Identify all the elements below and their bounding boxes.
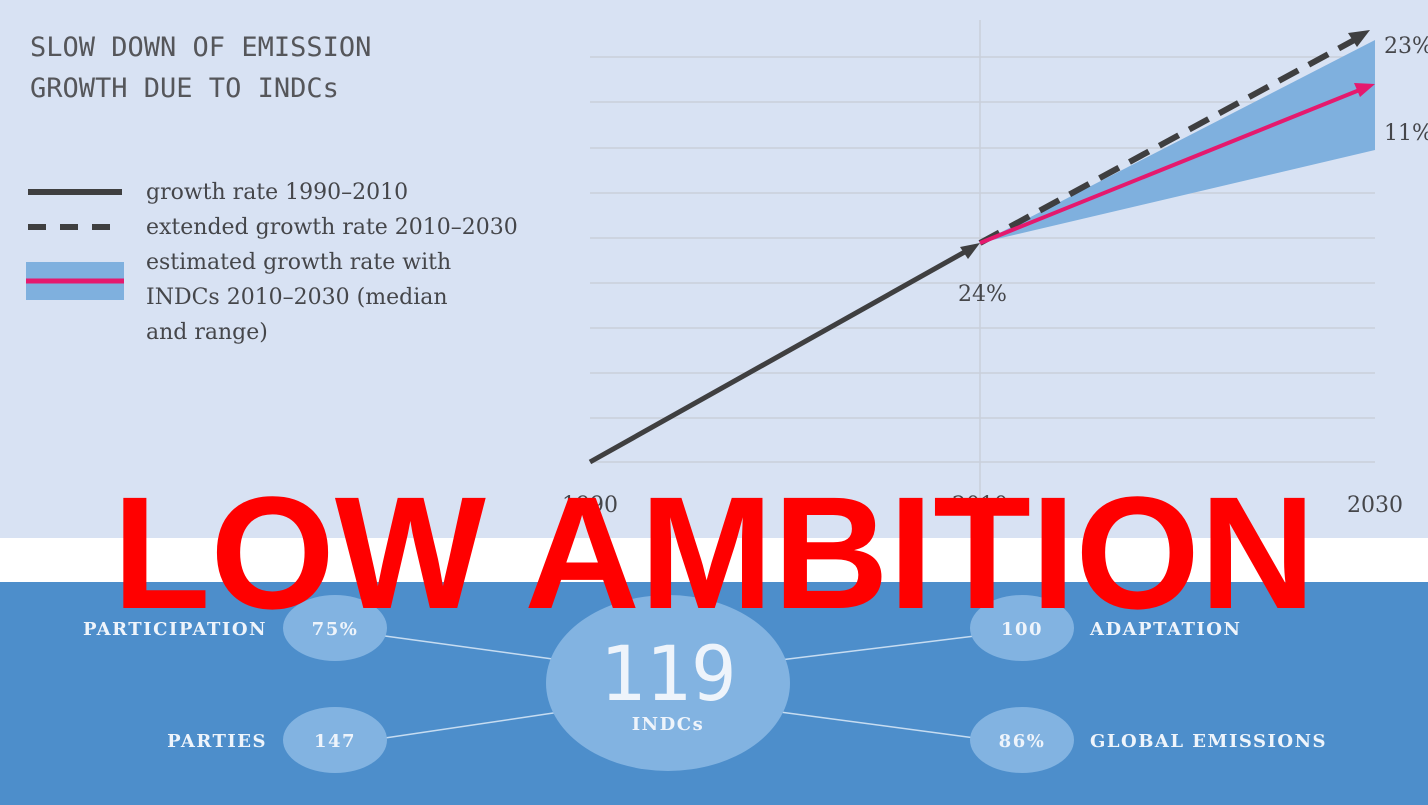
stat-value: 147 xyxy=(314,731,356,752)
legend-label: growth rate 1990–2010 xyxy=(146,180,408,205)
x-label: 2030 xyxy=(1347,493,1403,518)
title: SLOW DOWN OF EMISSION GROWTH DUE TO INDC… xyxy=(30,32,371,104)
annotation: 11% xyxy=(1384,121,1428,146)
arrow-head xyxy=(960,243,980,259)
stat-value: 100 xyxy=(1001,619,1043,640)
stats: PARTICIPATION 75% PARTIES 147 100 ADAPTA… xyxy=(83,619,1327,752)
median-line xyxy=(979,87,1363,245)
stat-label: GLOBAL EMISSIONS xyxy=(1090,731,1327,752)
center-label: INDCs xyxy=(632,714,704,735)
title-line: SLOW DOWN OF EMISSION xyxy=(30,32,371,63)
chart-background xyxy=(0,0,1428,538)
connectors xyxy=(384,635,976,739)
annotation: 23% xyxy=(1384,34,1428,59)
extended-line xyxy=(978,35,1360,246)
grid xyxy=(590,20,1375,520)
growth-line xyxy=(588,246,972,465)
bubbles xyxy=(283,595,1074,773)
stat-value: 75% xyxy=(312,619,359,640)
x-label: 2010 xyxy=(952,493,1008,518)
arrow-head xyxy=(1354,83,1375,97)
legend-label: INDCs 2010–2030 (median xyxy=(146,285,448,310)
legend: growth rate 1990–2010 extended growth ra… xyxy=(146,180,518,345)
annotations: 24% 23% 11% 1990 2010 2030 xyxy=(562,34,1428,518)
stat-value: 86% xyxy=(999,731,1046,752)
annotation: 24% xyxy=(958,282,1007,307)
stat-label: PARTICIPATION xyxy=(83,619,267,640)
title-line: GROWTH DUE TO INDCs xyxy=(30,73,339,104)
stat-label: ADAPTATION xyxy=(1089,619,1241,640)
legend-label: and range) xyxy=(146,320,268,345)
legend-label: estimated growth rate with xyxy=(146,250,451,275)
arrow-head xyxy=(1348,30,1370,47)
legend-label: extended growth rate 2010–2030 xyxy=(146,215,518,240)
stat-label: PARTIES xyxy=(167,731,267,752)
center-value: 119 xyxy=(599,629,736,718)
x-label: 1990 xyxy=(562,493,618,518)
overlay-text: LOW AMBITION xyxy=(113,463,1316,642)
